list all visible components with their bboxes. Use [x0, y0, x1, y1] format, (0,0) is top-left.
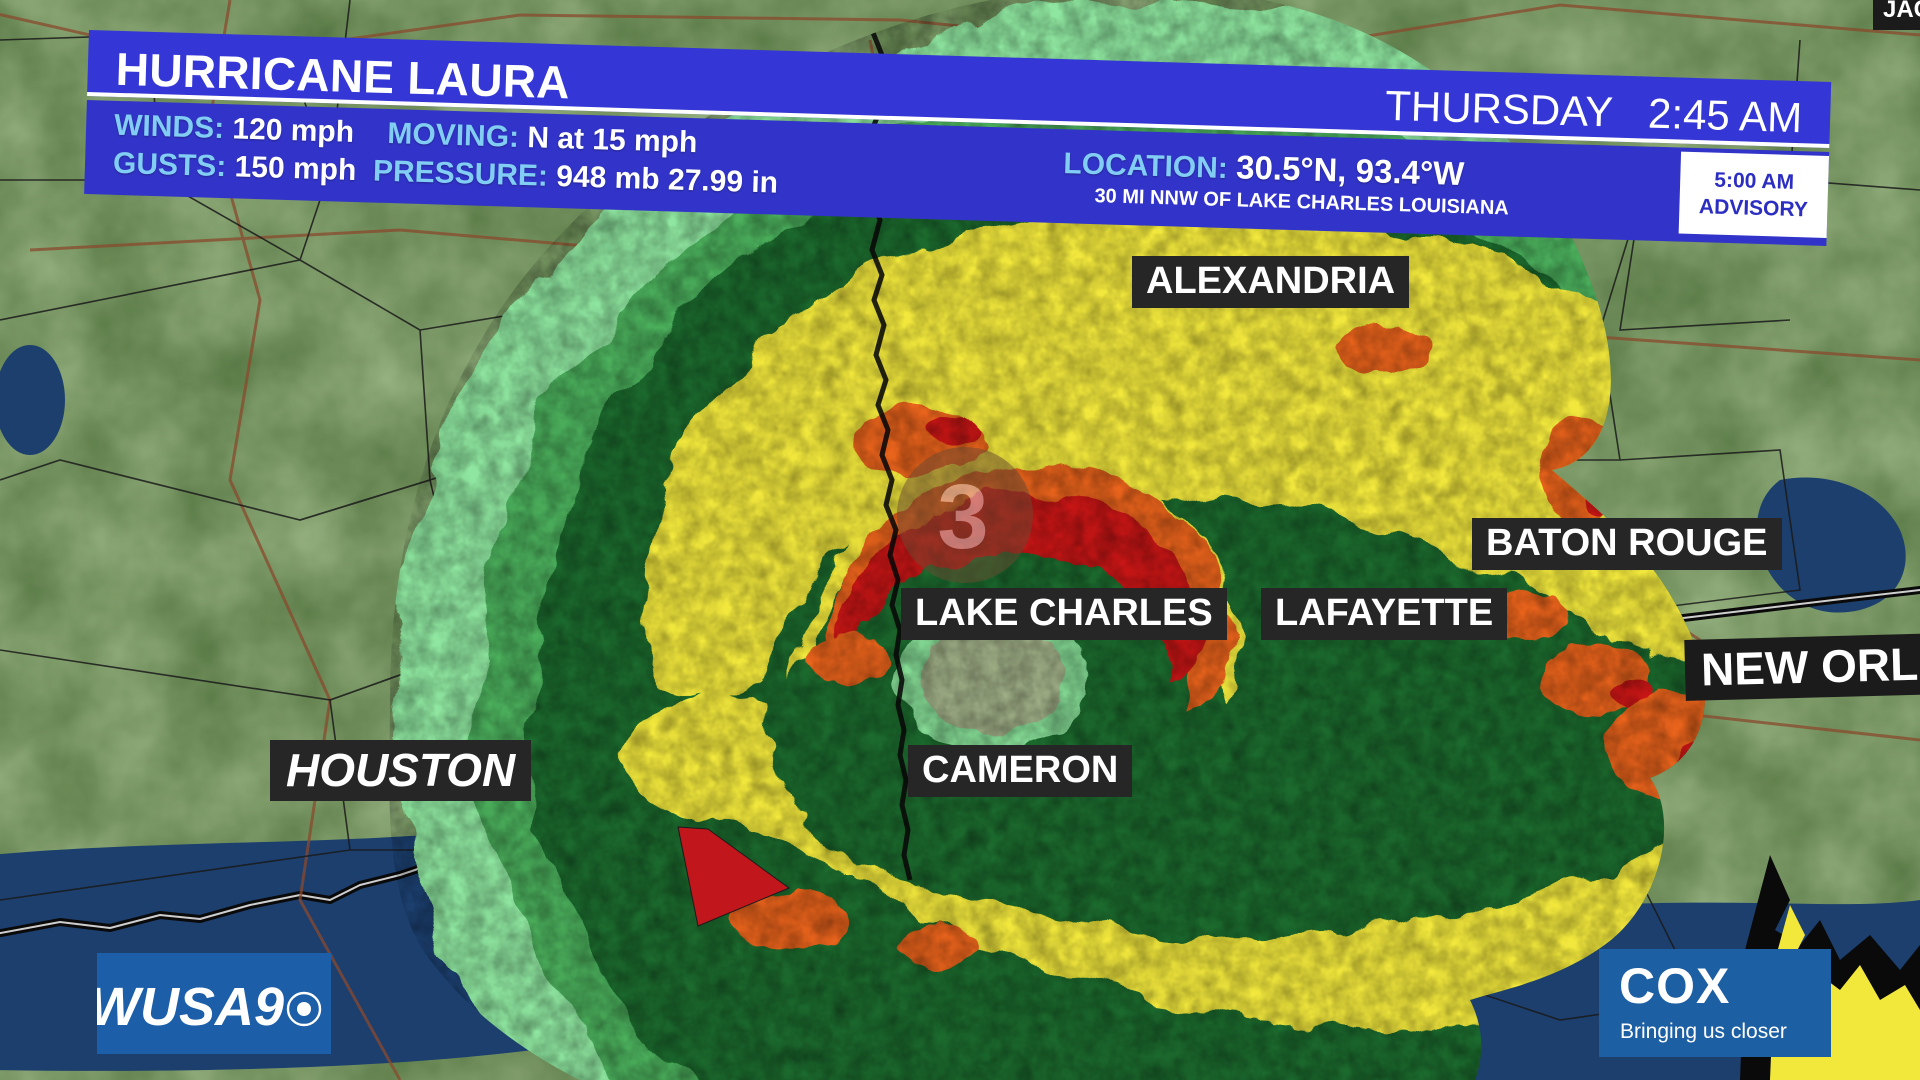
svg-text:3: 3 — [937, 466, 988, 568]
svg-text:WUSA9: WUSA9 — [97, 977, 284, 1037]
